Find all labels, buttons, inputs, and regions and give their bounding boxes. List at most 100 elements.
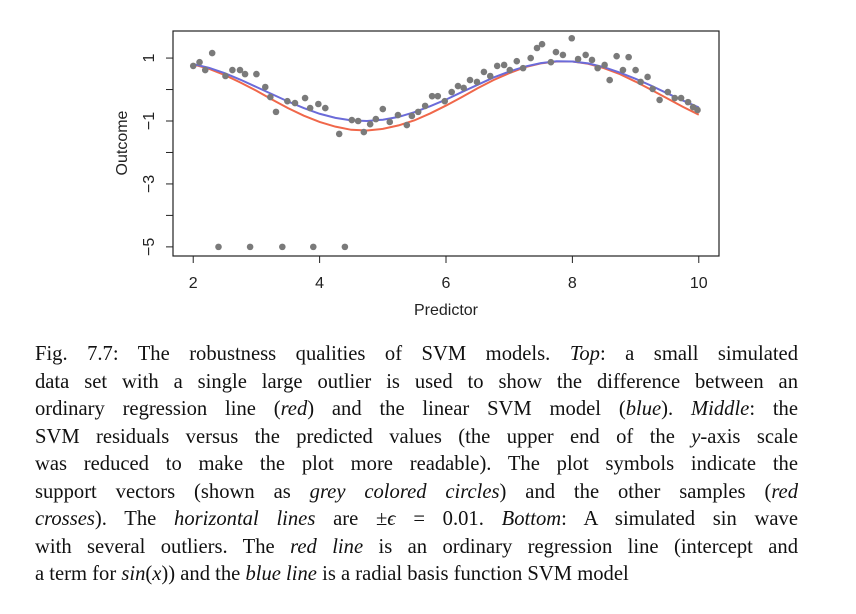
caption-text: Fig. 7.7: The robustness qualities of SV… — [35, 343, 570, 365]
y-axis-label: Outcome — [114, 110, 131, 175]
data-point — [309, 243, 317, 251]
data-point — [448, 88, 455, 96]
data-point — [341, 243, 349, 251]
caption-emphasis: ϵ — [387, 508, 396, 530]
data-point — [619, 66, 627, 74]
data-point — [613, 52, 620, 60]
data-point — [466, 76, 474, 84]
data-point — [267, 93, 274, 101]
caption-text: = 0.01. — [395, 508, 502, 530]
caption-emphasis: blue — [625, 398, 662, 420]
data-point — [414, 108, 422, 116]
data-point — [306, 104, 314, 112]
data-point — [694, 106, 701, 114]
y-tick-label: 1 — [141, 54, 158, 63]
data-point — [671, 94, 679, 102]
caption-emphasis: grey colored circles — [309, 480, 500, 503]
caption-emphasis: x — [152, 563, 162, 585]
caption-text: a term for — [35, 563, 122, 585]
caption-text: ). — [661, 398, 691, 420]
x-tick-label: 2 — [189, 275, 198, 292]
caption-emphasis: blue line — [245, 563, 317, 585]
data-point — [656, 96, 663, 104]
caption-text: ) and the linear SVM model ( — [307, 398, 626, 420]
caption-text: )) and the — [161, 563, 246, 585]
caption-line: crosses). The horizontal lines are ±ϵ = … — [35, 506, 798, 534]
caption-text: was reduced to make the plot more readab… — [35, 453, 798, 475]
data-point — [460, 84, 467, 92]
data-point — [527, 54, 534, 62]
x-tick-label: 10 — [690, 275, 708, 292]
data-point — [403, 121, 411, 129]
caption-text: : the — [749, 398, 798, 420]
data-point — [246, 243, 254, 251]
caption-text: ( — [145, 563, 153, 585]
data-point — [568, 34, 576, 42]
caption-line: ordinary regression line (red) and the l… — [35, 396, 798, 424]
caption-emphasis: red — [771, 480, 798, 503]
data-point — [366, 120, 374, 128]
data-point — [473, 78, 481, 86]
y-tick-label: −1 — [141, 112, 158, 130]
caption-emphasis: horizontal lines — [174, 508, 316, 530]
caption-text: -axis scale — [700, 425, 798, 448]
data-point — [594, 64, 601, 72]
caption: Fig. 7.7: The robustness qualities of SV… — [35, 341, 798, 589]
caption-line: SVM residuals versus the predicted value… — [35, 424, 798, 452]
data-point — [379, 105, 387, 113]
chart: Predicted Value Predictor Outcome 2 4 6 8 10… — [114, 0, 720, 319]
data-point — [480, 68, 488, 76]
x-tick-label: 8 — [568, 275, 577, 292]
caption-text: is a radial basis function SVM model — [316, 563, 629, 585]
data-point — [649, 85, 656, 93]
x-axis-label: Predictor — [414, 302, 479, 319]
x-tick-label: 4 — [315, 275, 324, 292]
data-point — [348, 116, 356, 124]
data-point — [354, 117, 362, 125]
data-point — [372, 115, 380, 123]
data-point — [284, 97, 291, 105]
data-point — [394, 111, 402, 119]
data-point — [559, 51, 567, 59]
data-point — [441, 97, 449, 105]
data-point — [321, 104, 329, 112]
data-point — [601, 61, 608, 69]
data-point — [335, 130, 343, 138]
caption-emphasis: sin — [121, 563, 146, 585]
data-point — [500, 61, 508, 69]
caption-emphasis: y — [691, 425, 701, 448]
caption-emphasis: red line — [290, 535, 364, 558]
data-point — [279, 243, 286, 251]
data-point — [196, 58, 203, 66]
caption-line: a term for sin(x)) and the blue line is … — [35, 561, 798, 589]
data-point — [677, 94, 685, 102]
caption-emphasis: red — [280, 398, 308, 420]
data-point — [434, 92, 442, 100]
data-point — [552, 48, 560, 56]
data-point — [547, 58, 555, 66]
data-point — [241, 70, 249, 78]
caption-emphasis: Bottom — [501, 508, 562, 530]
caption-line: with several outliers. The red line is a… — [35, 534, 798, 562]
data-point — [513, 57, 521, 65]
data-point — [428, 92, 436, 100]
data-point — [533, 44, 541, 52]
data-point — [408, 112, 416, 120]
data-point — [625, 53, 632, 61]
caption-text: ordinary regression line ( — [35, 398, 281, 420]
data-point — [632, 66, 639, 74]
data-point — [315, 100, 322, 108]
caption-emphasis: crosses — [35, 508, 95, 530]
data-point — [301, 94, 309, 102]
data-point — [519, 64, 527, 72]
caption-emphasis: Top — [569, 343, 600, 365]
data-point — [261, 83, 269, 91]
data-point — [538, 40, 546, 48]
caption-text: : A simulated sin wave — [561, 508, 798, 530]
data-point — [493, 62, 501, 70]
data-point — [644, 73, 651, 81]
y-tick-label: −5 — [141, 238, 158, 256]
caption-line: was reduced to make the plot more readab… — [35, 451, 798, 479]
data-point — [486, 72, 494, 80]
